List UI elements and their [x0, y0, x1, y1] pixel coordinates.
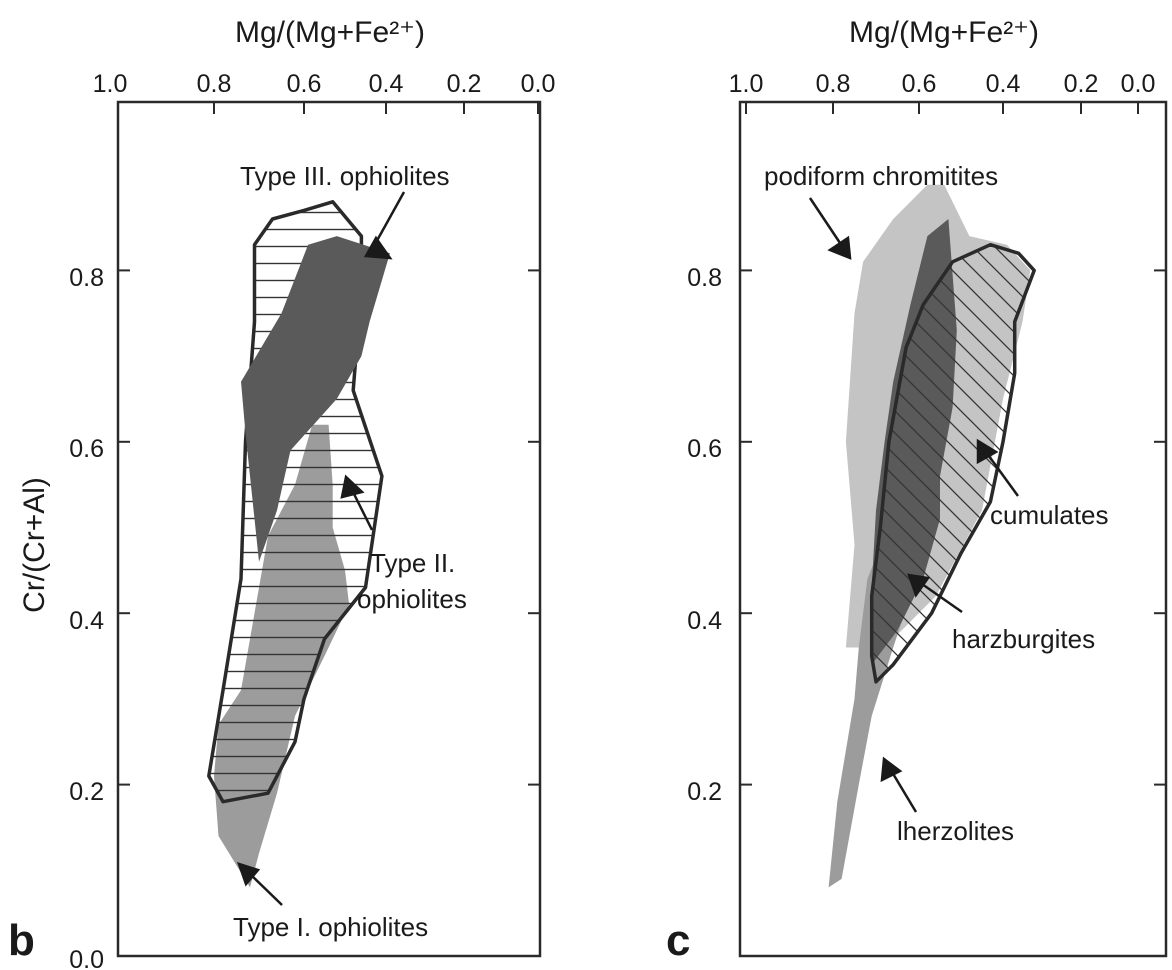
panel-b-y-tick-0.6: 0.6 [69, 435, 104, 463]
panel-b-x-tick-0.0: 0.0 [521, 70, 556, 98]
panel-c-x-axis-title: Mg/(Mg+Fe²⁺) [849, 16, 1039, 49]
panel-c-y-tick-0.4: 0.4 [687, 607, 722, 635]
annotation-type-ii-line1: Type II. [370, 548, 455, 578]
panel-c: Mg/(Mg+Fe²⁺) 1.0 0.8 0.6 0.4 0.2 0.0 0.2… [666, 16, 1166, 965]
panel-c-x-tick-0.0: 0.0 [1121, 70, 1156, 98]
panel-b-x-tick-0.8: 0.8 [197, 70, 232, 98]
annotation-podiform-chromitites: podiform chromitites [764, 161, 998, 191]
panel-c-y-tick-0.2: 0.2 [687, 778, 722, 806]
panel-b: Mg/(Mg+Fe²⁺) Cr/(Cr+Al) 1.0 0.8 0.6 0.4 … [8, 16, 555, 970]
panel-c-x-tick-0.6: 0.6 [902, 70, 937, 98]
annotation-cumulates: cumulates [990, 500, 1109, 530]
panel-c-label: c [666, 916, 690, 965]
panel-b-x-tick-1.0: 1.0 [93, 70, 128, 98]
annotation-lherzolites: lherzolites [897, 816, 1014, 846]
panel-b-x-tick-0.6: 0.6 [287, 70, 322, 98]
panel-b-x-tick-0.2: 0.2 [447, 70, 482, 98]
panel-c-y-tick-0.8: 0.8 [687, 264, 722, 292]
panel-c-x-tick-1.0: 1.0 [729, 70, 764, 98]
annotation-harzburgites: harzburgites [952, 624, 1095, 654]
panel-c-x-tick-0.4: 0.4 [986, 70, 1021, 98]
panel-b-x-tick-0.4: 0.4 [369, 70, 404, 98]
panel-b-y-axis-title: Cr/(Cr+Al) [18, 477, 51, 613]
panel-c-x-tick-0.8: 0.8 [816, 70, 851, 98]
panel-b-y-tick-0.8: 0.8 [69, 264, 104, 292]
panel-b-y-tick-0.0: 0.0 [69, 946, 104, 970]
panel-c-x-tick-0.2: 0.2 [1064, 70, 1099, 98]
panel-c-y-tick-0.6: 0.6 [687, 435, 722, 463]
annotation-type-iii: Type III. ophiolites [240, 161, 450, 191]
annotation-type-i: Type I. ophiolites [233, 912, 428, 942]
panel-b-y-tick-0.4: 0.4 [69, 607, 104, 635]
panel-b-y-tick-0.2: 0.2 [69, 778, 104, 806]
annotation-type-ii-line2: ophiolites [357, 584, 467, 614]
panel-b-label: b [8, 916, 35, 965]
panel-b-x-axis-title: Mg/(Mg+Fe²⁺) [235, 16, 425, 49]
